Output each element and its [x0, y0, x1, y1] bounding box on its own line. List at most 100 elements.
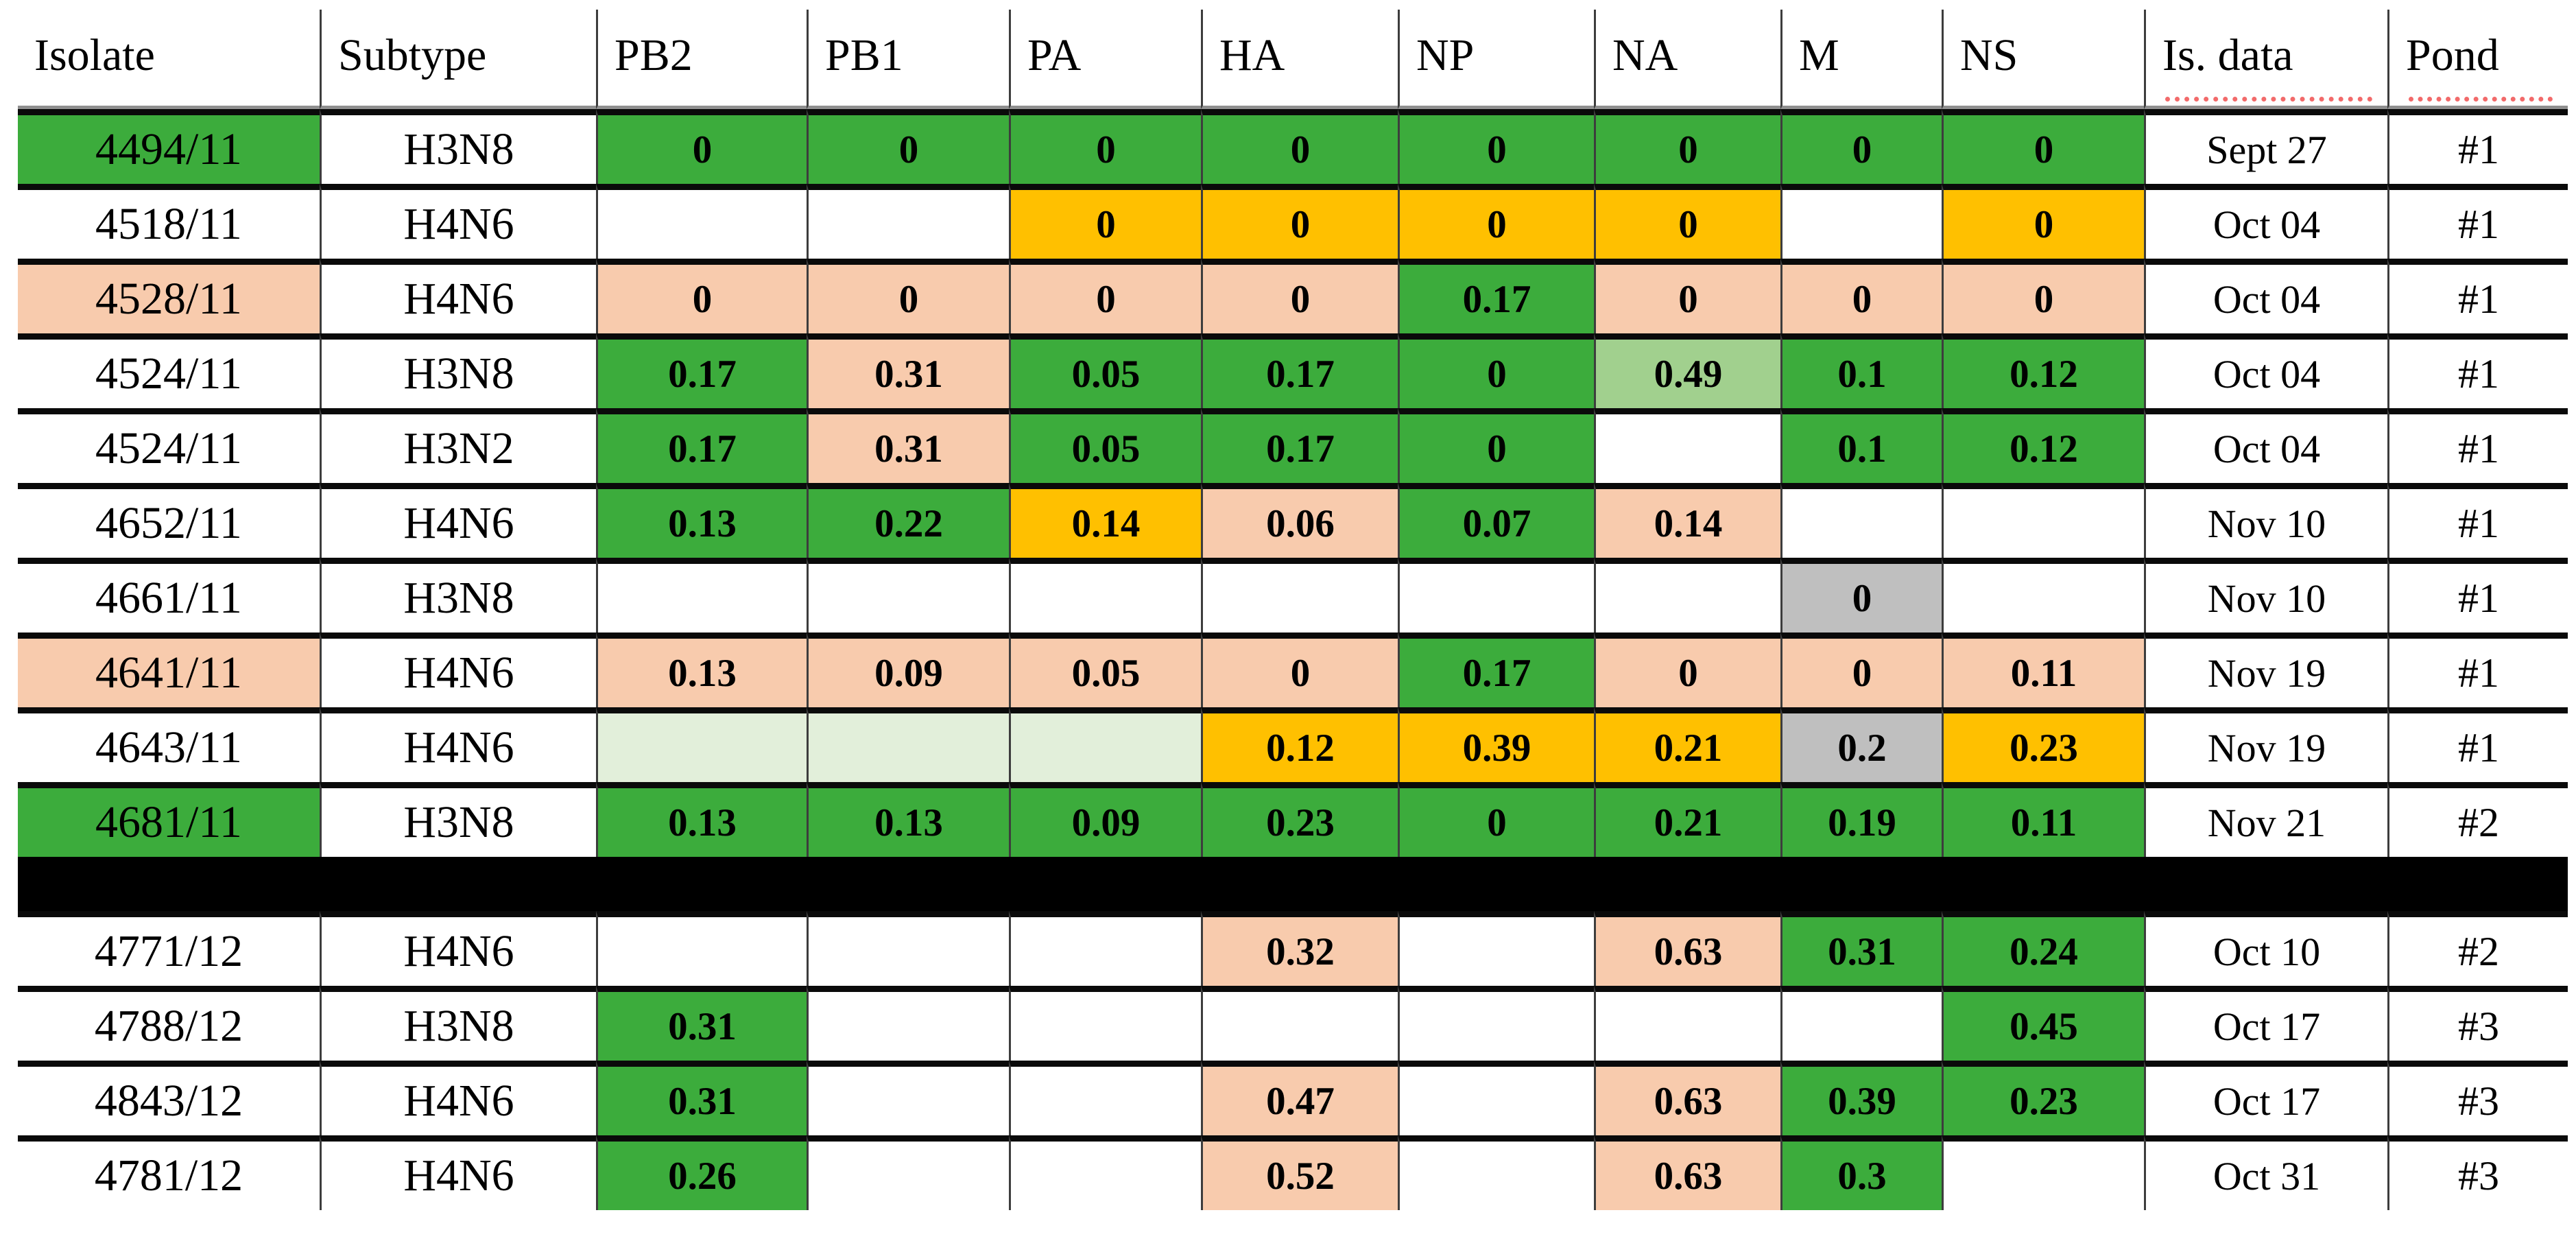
cell-pb1-white	[807, 1135, 1009, 1210]
table-row-4771-12: 4771/12 H4N6 0.32 0.63 0.31 0.24 Oct 10 #2	[18, 911, 2568, 986]
cell-pa-white	[1009, 1061, 1201, 1135]
cell-subtype-white: H4N6	[320, 633, 596, 707]
cell-ha-peach: 0	[1201, 259, 1398, 333]
cell-pa-gold: 0	[1009, 184, 1201, 259]
cell-isolate-white: 4643/11	[18, 707, 320, 782]
cell-ha-peach: 0.32	[1201, 911, 1398, 986]
cell-pa-white	[1009, 1135, 1201, 1210]
cell-ns-peach: 0.11	[1942, 633, 2144, 707]
cell-pa-green: 0.05	[1009, 333, 1201, 408]
cell-m-green: 0.39	[1780, 1061, 1942, 1135]
cell-pb2-green: 0.13	[596, 483, 807, 558]
cell-pb2-green: 0.31	[596, 986, 807, 1061]
cell-np-green: 0	[1398, 408, 1594, 483]
cell-np-green: 0.17	[1398, 259, 1594, 333]
cell-ha-white	[1201, 986, 1398, 1061]
cell-is-data-white: Sept 27	[2144, 109, 2387, 184]
cell-is-data-white: Oct 10	[2144, 911, 2387, 986]
cell-pond-white: #1	[2387, 408, 2568, 483]
cell-pond-white: #2	[2387, 782, 2568, 857]
cell-isolate-white: 4843/12	[18, 1061, 320, 1135]
cell-ha-gold: 0	[1201, 184, 1398, 259]
table-row-4652-11: 4652/11 H4N6 0.13 0.22 0.14 0.06 0.07 0.14 Nov 1…	[18, 483, 2568, 558]
cell-pb1-peach: 0.31	[807, 333, 1009, 408]
cell-m-gray: 0.2	[1780, 707, 1942, 782]
year-separator-band	[18, 857, 2568, 911]
cell-pb1-green: 0.13	[807, 782, 1009, 857]
cell-pb2-peach: 0	[596, 259, 807, 333]
cell-pb1-peach: 0	[807, 259, 1009, 333]
cell-ns-peach: 0	[1942, 259, 2144, 333]
cell-is-data-white: Oct 17	[2144, 1061, 2387, 1135]
cell-pa-peach: 0.05	[1009, 633, 1201, 707]
cell-ns-green: 0.24	[1942, 911, 2144, 986]
cell-pond-white: #1	[2387, 109, 2568, 184]
column-header-m: M	[1780, 10, 1942, 109]
cell-na-green: 0.21	[1594, 782, 1780, 857]
cell-pb2-green: 0.31	[596, 1061, 807, 1135]
cell-pa-green: 0	[1009, 109, 1201, 184]
cell-pb2-green: 0.17	[596, 408, 807, 483]
table-row-4524-11: 4524/11 H3N8 0.17 0.31 0.05 0.17 0 0.49 0.1 0.12 O…	[18, 333, 2568, 408]
column-header-pb1: PB1	[807, 10, 1009, 109]
cell-np-gold: 0.39	[1398, 707, 1594, 782]
cell-pb1-pale-green	[807, 707, 1009, 782]
cell-pond-white: #2	[2387, 911, 2568, 986]
cell-na-peach: 0	[1594, 633, 1780, 707]
cell-ha-peach: 0.47	[1201, 1061, 1398, 1135]
cell-subtype-white: H3N8	[320, 782, 596, 857]
cell-pb1-peach: 0.09	[807, 633, 1009, 707]
cell-isolate-peach: 4641/11	[18, 633, 320, 707]
cell-isolate-peach: 4528/11	[18, 259, 320, 333]
cell-pb1-white	[807, 1061, 1009, 1135]
cell-pb2-peach: 0.13	[596, 633, 807, 707]
table-row-4641-11: 4641/11 H4N6 0.13 0.09 0.05 0 0.17 0 0 0.11 Nov 19…	[18, 633, 2568, 707]
cell-na-white	[1594, 558, 1780, 633]
cell-np-gold: 0	[1398, 184, 1594, 259]
cell-pond-white: #1	[2387, 483, 2568, 558]
cell-np-green: 0	[1398, 109, 1594, 184]
cell-pond-white: #3	[2387, 986, 2568, 1061]
cell-na-light-green: 0.49	[1594, 333, 1780, 408]
column-header-isolate: Isolate	[18, 10, 320, 109]
cell-subtype-white: H3N8	[320, 558, 596, 633]
cell-ha-peach: 0	[1201, 633, 1398, 707]
cell-na-peach: 0	[1594, 259, 1780, 333]
column-header-ns: NS	[1942, 10, 2144, 109]
table-row-4661-11: 4661/11 H3N8 0 Nov 10 #1	[18, 558, 2568, 633]
cell-ns-gold: 0.23	[1942, 707, 2144, 782]
cell-isolate-white: 4781/12	[18, 1135, 320, 1210]
cell-m-green: 0.1	[1780, 408, 1942, 483]
cell-is-data-white: Nov 10	[2144, 483, 2387, 558]
cell-pb2-white	[596, 184, 807, 259]
cell-pa-pale-green	[1009, 707, 1201, 782]
cell-ns-gold: 0	[1942, 184, 2144, 259]
cell-is-data-white: Oct 17	[2144, 986, 2387, 1061]
column-header-pa: PA	[1009, 10, 1201, 109]
cell-m-peach: 0	[1780, 259, 1942, 333]
cell-ns-white	[1942, 483, 2144, 558]
cell-ns-green: 0.12	[1942, 333, 2144, 408]
cell-isolate-white: 4771/12	[18, 911, 320, 986]
cell-na-white	[1594, 986, 1780, 1061]
cell-subtype-white: H3N8	[320, 986, 596, 1061]
column-header-na: NA	[1594, 10, 1780, 109]
cell-ha-green: 0.17	[1201, 408, 1398, 483]
cell-pa-white	[1009, 986, 1201, 1061]
cell-na-peach: 0.63	[1594, 1135, 1780, 1210]
column-header-ha: HA	[1201, 10, 1398, 109]
table-row-4781-12: 4781/12 H4N6 0.26 0.52 0.63 0.3 Oct 31 #3	[18, 1135, 2568, 1210]
cell-is-data-white: Oct 04	[2144, 259, 2387, 333]
cell-na-peach: 0.14	[1594, 483, 1780, 558]
cell-na-peach: 0.63	[1594, 1061, 1780, 1135]
cell-pb1-peach: 0.31	[807, 408, 1009, 483]
year-separator-row	[18, 857, 2568, 911]
cell-pa-green: 0.09	[1009, 782, 1201, 857]
table-row-4643-11: 4643/11 H4N6 0.12 0.39 0.21 0.2 0.23 Nov 19 #1	[18, 707, 2568, 782]
cell-subtype-white: H4N6	[320, 707, 596, 782]
cell-np-green: 0.07	[1398, 483, 1594, 558]
cell-ns-green: 0.23	[1942, 1061, 2144, 1135]
cell-pb1-green: 0	[807, 109, 1009, 184]
cell-pb2-pale-green	[596, 707, 807, 782]
cell-m-green: 0.3	[1780, 1135, 1942, 1210]
